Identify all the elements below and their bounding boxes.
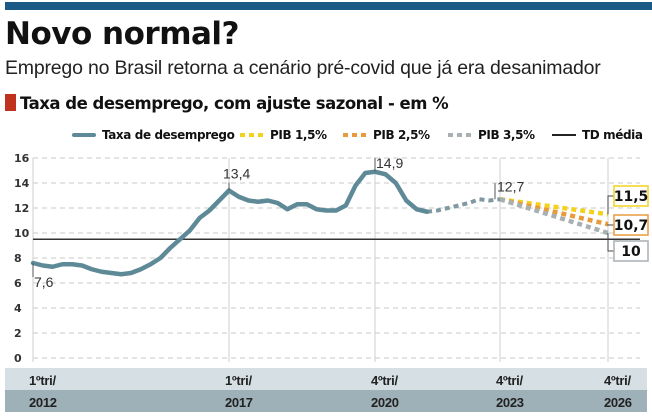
section-marker: [5, 94, 16, 111]
y-tick-label: 8: [14, 252, 22, 265]
legend-item-td: TD média: [552, 128, 643, 142]
y-tick-label: 14: [14, 177, 30, 190]
legend: Taxa de desemprego PIB 1,5% PIB 2,5% PIB…: [0, 128, 652, 144]
x-tick-label: 1ºtri/: [29, 373, 56, 388]
y-tick-label: 2: [14, 327, 22, 340]
legend-swatch: [72, 133, 96, 137]
unemployment-line: [30, 169, 430, 277]
legend-item-taxa: Taxa de desemprego: [72, 128, 235, 142]
x-tick-label: 4ºtri/: [496, 373, 523, 388]
legend-swatch: [343, 133, 367, 137]
value-leader-line: [607, 233, 614, 252]
legend-label: PIB 2,5%: [373, 128, 430, 142]
value-box-label: 10,7: [614, 218, 649, 234]
x-tick-label: 2020: [371, 395, 399, 410]
x-tick-label: 4ºtri/: [604, 373, 631, 388]
value-box-label: 10: [621, 244, 641, 260]
chart-title-text: Taxa de desemprego, com ajuste sazonal -…: [20, 94, 449, 113]
value-leader-line: [607, 224, 614, 226]
value-box: [613, 214, 649, 236]
legend-item-pib15: PIB 1,5%: [240, 128, 327, 142]
x-axis-band-top: [5, 368, 647, 390]
value-box: [613, 240, 649, 262]
y-tick-label: 4: [14, 302, 22, 315]
legend-label: PIB 1,5%: [270, 128, 327, 142]
y-tick-label: 10: [14, 227, 30, 240]
value-leader-line: [607, 195, 614, 215]
x-tick-label: 2023: [496, 395, 524, 410]
brand-bar: [5, 2, 652, 10]
annotation-label: 14,9: [376, 155, 403, 171]
legend-label: TD média: [582, 128, 643, 142]
legend-swatch: [448, 133, 472, 137]
legend-item-pib25: PIB 2,5%: [343, 128, 430, 142]
y-tick-label: 16: [14, 152, 30, 165]
value-box: [613, 185, 649, 207]
legend-label: Taxa de desemprego: [102, 128, 235, 142]
y-tick-label: 0: [14, 352, 22, 365]
legend-label: PIB 3,5%: [478, 128, 535, 142]
annotation-label: 13,4: [223, 166, 250, 182]
y-tick-label: 12: [14, 202, 29, 215]
projection-transition-line: [426, 197, 501, 214]
x-axis-band-bottom: [5, 390, 647, 412]
legend-swatch: [552, 134, 576, 136]
value-box-label: 11,5: [614, 189, 649, 205]
annotation-label: 12,7: [497, 178, 524, 194]
page-subtitle: Emprego no Brasil retorna a cenário pré-…: [5, 57, 601, 79]
x-tick-label: 2026: [604, 395, 632, 410]
projection-line-35: [499, 197, 609, 236]
legend-swatch: [240, 133, 264, 137]
annotation-label: 7,6: [34, 274, 54, 290]
x-tick-label: 2017: [225, 395, 253, 410]
x-tick-label: 1ºtri/: [225, 373, 252, 388]
x-tick-label: 2012: [29, 395, 57, 410]
legend-item-pib35: PIB 3,5%: [448, 128, 535, 142]
x-tick-label: 4ºtri/: [371, 373, 398, 388]
page-title: Novo normal?: [5, 16, 240, 52]
chart-title: Taxa de desemprego, com ajuste sazonal -…: [5, 94, 449, 113]
y-tick-label: 6: [14, 277, 22, 290]
